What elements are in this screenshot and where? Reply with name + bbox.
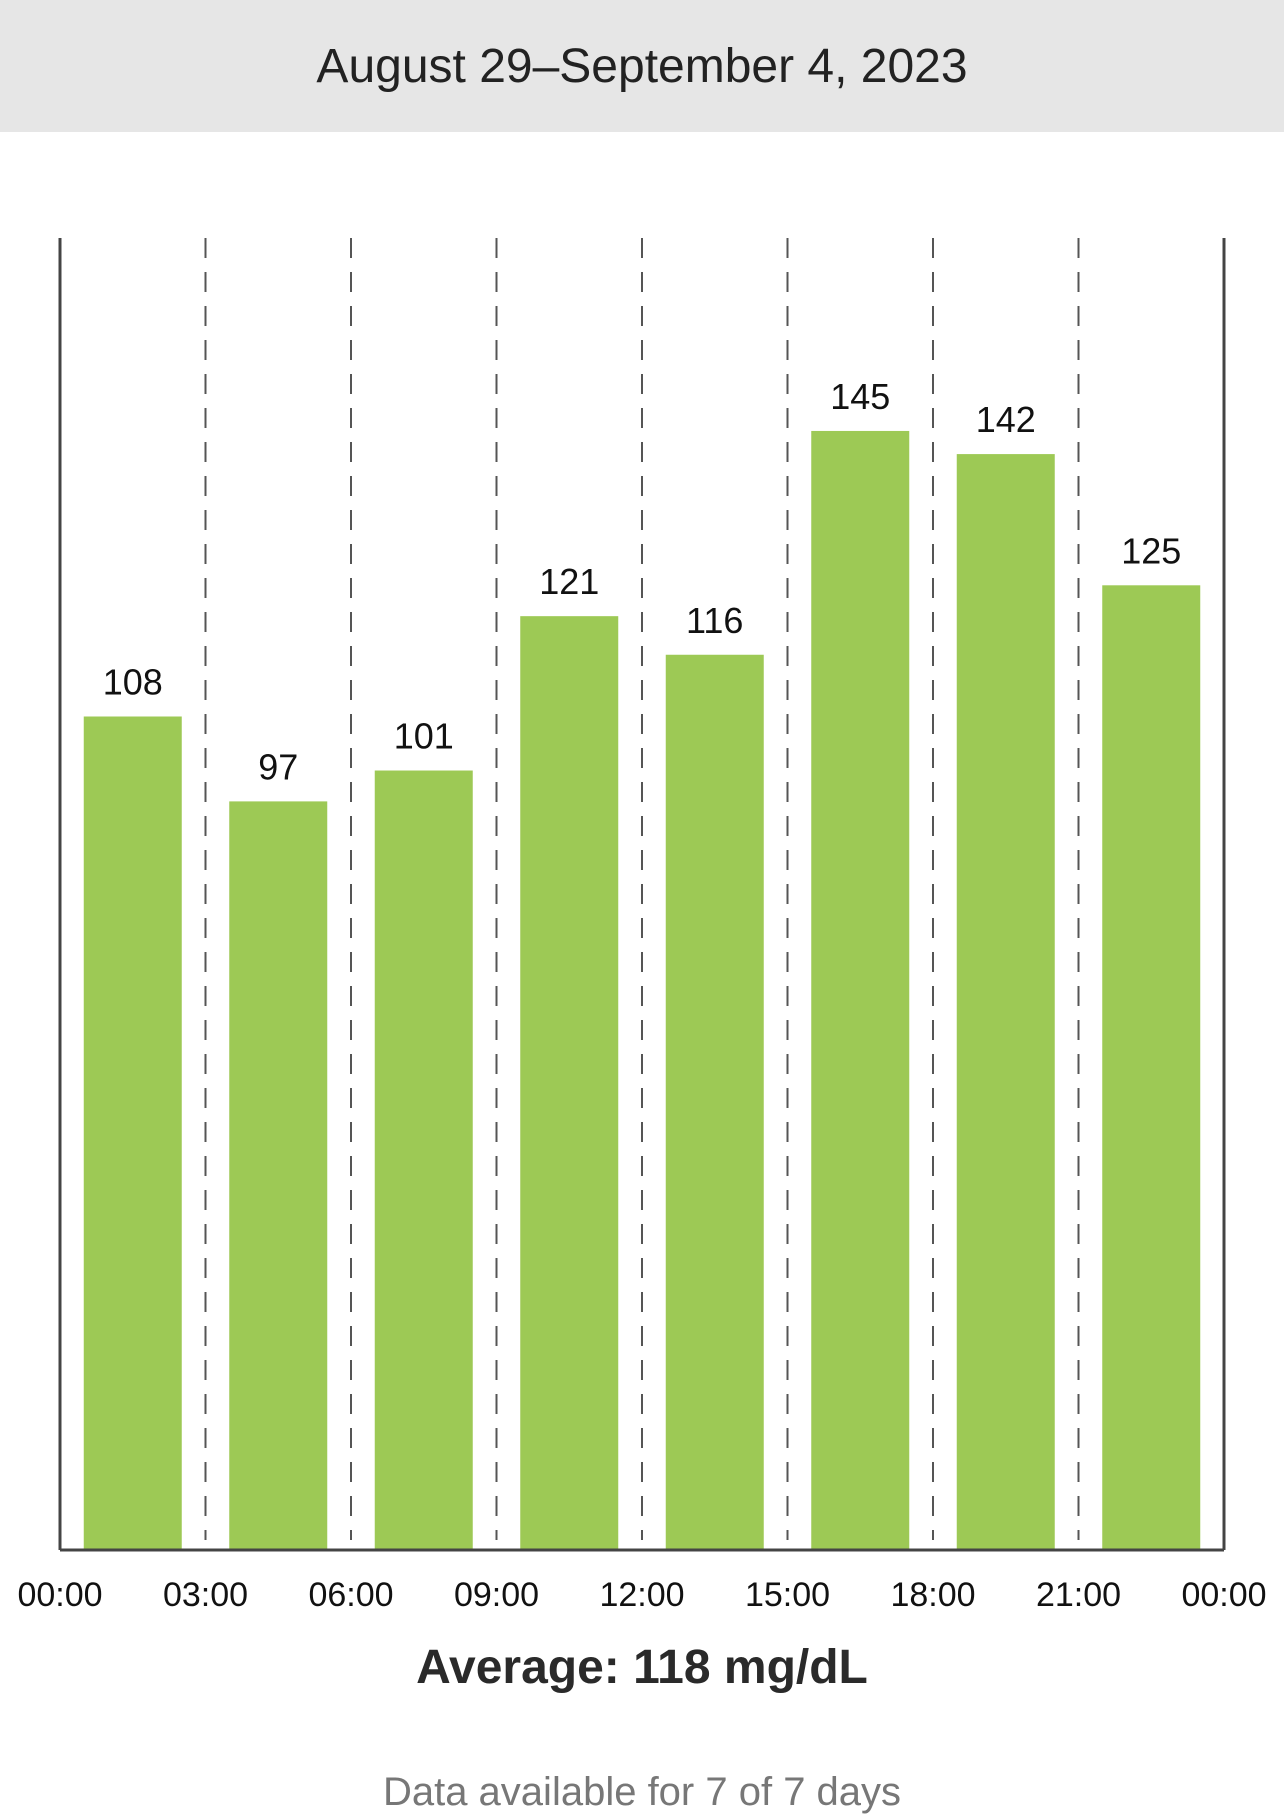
- bars: [83, 430, 1201, 1550]
- axes: [58, 238, 1226, 1552]
- data-labels: 108 97 101 121 116 145 142 125: [103, 376, 1182, 787]
- bar: [1102, 585, 1201, 1550]
- bar: [811, 430, 910, 1550]
- date-range-header: August 29–September 4, 2023: [0, 0, 1284, 132]
- data-label: 121: [539, 561, 599, 602]
- bar: [83, 716, 182, 1550]
- data-label: 125: [1121, 530, 1181, 571]
- x-tick-label: 03:00: [163, 1576, 248, 1614]
- x-tick-label: 18:00: [890, 1576, 975, 1614]
- data-label: 108: [103, 661, 163, 702]
- bar: [374, 770, 473, 1550]
- x-tick-label: 15:00: [745, 1576, 830, 1614]
- x-tick-label: 21:00: [1036, 1576, 1121, 1614]
- data-label: 97: [258, 746, 298, 787]
- data-label: 142: [976, 399, 1036, 440]
- x-tick-label: 12:00: [599, 1576, 684, 1614]
- data-availability-note: Data available for 7 of 7 days: [382, 1770, 902, 1814]
- bar: [520, 616, 619, 1550]
- date-range-title: August 29–September 4, 2023: [316, 39, 968, 93]
- x-tick-labels: 00:00 03:00 06:00 09:00 12:00 15:00 18:00 21:00…: [17, 1576, 1266, 1614]
- bar: [229, 801, 328, 1550]
- x-tick-label: 00:00: [17, 1576, 102, 1614]
- bar: [956, 454, 1055, 1550]
- data-label: 116: [686, 600, 743, 641]
- bar: [665, 654, 764, 1550]
- x-tick-label: 09:00: [454, 1576, 539, 1614]
- data-label: 145: [830, 376, 890, 417]
- data-label: 101: [394, 716, 454, 757]
- x-tick-label: 06:00: [308, 1576, 393, 1614]
- average-glucose: Average: 118 mg/dL: [416, 1641, 868, 1694]
- grid-lines: [204, 238, 1080, 1540]
- x-tick-label: 00:00: [1181, 1576, 1266, 1614]
